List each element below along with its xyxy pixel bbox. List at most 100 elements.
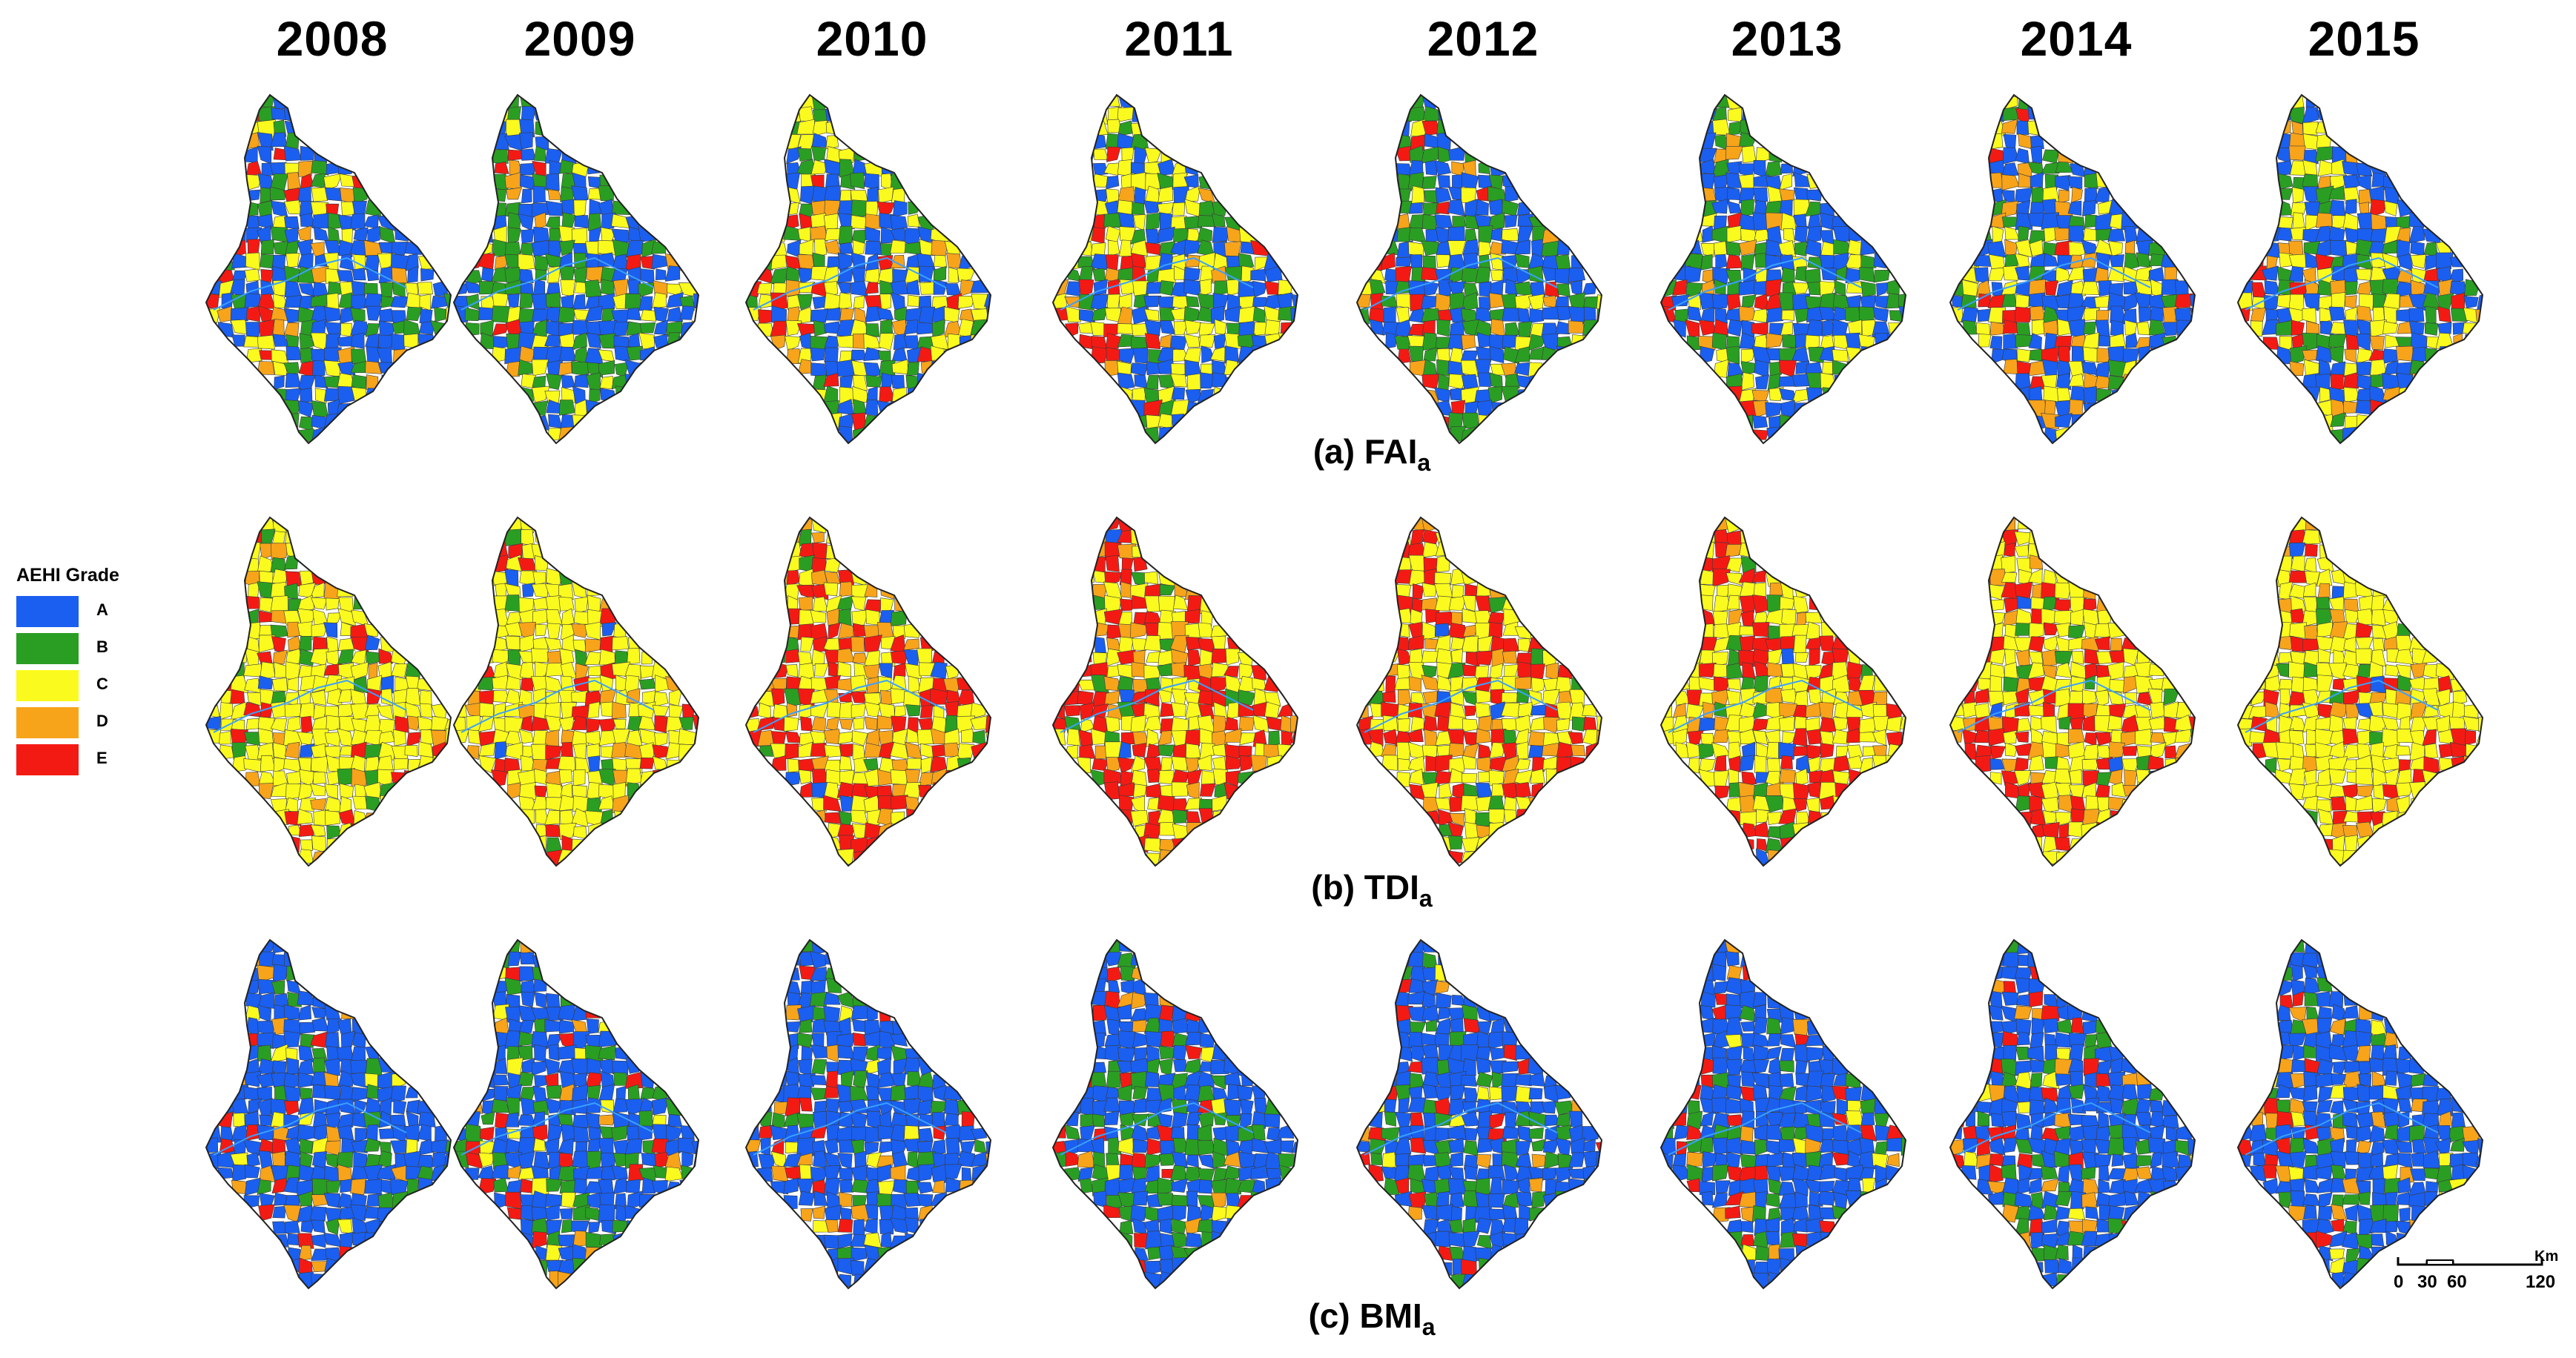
map-region <box>2288 265 2304 282</box>
map-region <box>1859 267 1875 283</box>
map-region <box>1832 225 1851 242</box>
map-region <box>1779 596 1794 610</box>
map-region <box>756 716 775 732</box>
map-region <box>1752 729 1768 745</box>
map-region <box>532 796 548 810</box>
map-region <box>2302 349 2317 361</box>
map-region <box>299 388 313 403</box>
map-region <box>1725 544 1743 557</box>
map-region <box>1382 715 1398 732</box>
map-region <box>1805 239 1822 258</box>
map-region <box>337 703 355 718</box>
map-region <box>1886 333 1904 351</box>
map-region <box>627 648 641 665</box>
map-region <box>838 811 853 827</box>
map-region <box>1157 730 1172 746</box>
map-region <box>297 253 314 269</box>
map-region <box>298 295 314 310</box>
map-region <box>1476 650 1493 666</box>
map-region <box>571 808 589 827</box>
map-region <box>1821 268 1837 281</box>
map-region <box>2408 308 2425 322</box>
map-region <box>558 1019 575 1034</box>
map-region <box>1448 835 1463 849</box>
map-region <box>571 838 587 854</box>
map-region <box>1753 159 1766 178</box>
map-region <box>1411 597 1423 612</box>
map-region <box>903 782 922 801</box>
map-region <box>2058 716 2072 730</box>
map-region <box>1820 241 1834 256</box>
map-region <box>625 1057 643 1074</box>
map-region <box>2004 781 2020 799</box>
map-region <box>1514 728 1529 744</box>
map-region <box>2043 253 2058 267</box>
map-region <box>2289 715 2307 731</box>
map-region <box>1421 240 1439 256</box>
map-region <box>985 715 991 734</box>
map-region <box>270 1099 288 1116</box>
map-region <box>454 689 469 706</box>
map-region <box>494 741 509 760</box>
map-region <box>300 1151 313 1167</box>
map-region <box>350 1178 367 1196</box>
map-region <box>785 731 802 743</box>
map-region <box>824 557 842 573</box>
map-region <box>1090 254 1108 271</box>
map-region <box>890 279 908 296</box>
map-region <box>2124 239 2135 255</box>
map-region <box>1543 716 1560 733</box>
map-region <box>1725 254 1743 269</box>
map-region <box>405 688 421 706</box>
map-region <box>1752 308 1768 323</box>
map-region <box>2014 701 2030 717</box>
map-region <box>1117 360 1132 376</box>
map-region <box>2014 770 2032 786</box>
map-region <box>785 743 800 760</box>
map-region <box>1725 241 1742 256</box>
map-region <box>313 225 329 242</box>
map-region <box>464 307 480 322</box>
map-region <box>2058 189 2070 204</box>
map-region <box>1765 161 1783 177</box>
map-region <box>1783 228 1795 243</box>
map-region <box>2041 212 2060 230</box>
map-region <box>544 809 561 826</box>
map-region <box>1464 401 1479 415</box>
map-region <box>654 715 668 733</box>
map-region <box>1198 188 1216 204</box>
map-region <box>351 1046 366 1062</box>
map-region <box>851 199 869 217</box>
map-region <box>2302 267 2316 283</box>
map-region <box>1423 715 1438 731</box>
map-region <box>283 1030 301 1048</box>
map-region <box>1133 784 1148 798</box>
map-region <box>1806 744 1823 759</box>
map-region <box>625 1220 639 1236</box>
map-region <box>2015 148 2030 165</box>
map-region <box>851 809 868 825</box>
map-region <box>285 345 302 361</box>
map-region <box>836 334 856 348</box>
map-region <box>257 132 274 151</box>
map-region <box>652 704 670 717</box>
map-region <box>2190 744 2195 760</box>
map-region <box>1898 292 1906 311</box>
map-region <box>393 758 409 770</box>
map-region <box>903 638 919 651</box>
map-region <box>1436 319 1451 337</box>
map-region <box>1530 663 1545 680</box>
map-region <box>2109 703 2126 718</box>
map-region <box>1463 783 1479 798</box>
map-region <box>1767 849 1783 865</box>
scale-bar: Km 0 30 60 120 <box>2394 1248 2564 1318</box>
map-region <box>625 1179 641 1193</box>
map-region <box>1974 254 1992 267</box>
map-region <box>535 623 547 637</box>
map-region <box>948 267 959 283</box>
map-region <box>257 1179 271 1196</box>
map-region <box>546 1178 563 1192</box>
map-region <box>559 333 575 351</box>
map-region <box>504 594 521 612</box>
map-region <box>272 742 286 760</box>
